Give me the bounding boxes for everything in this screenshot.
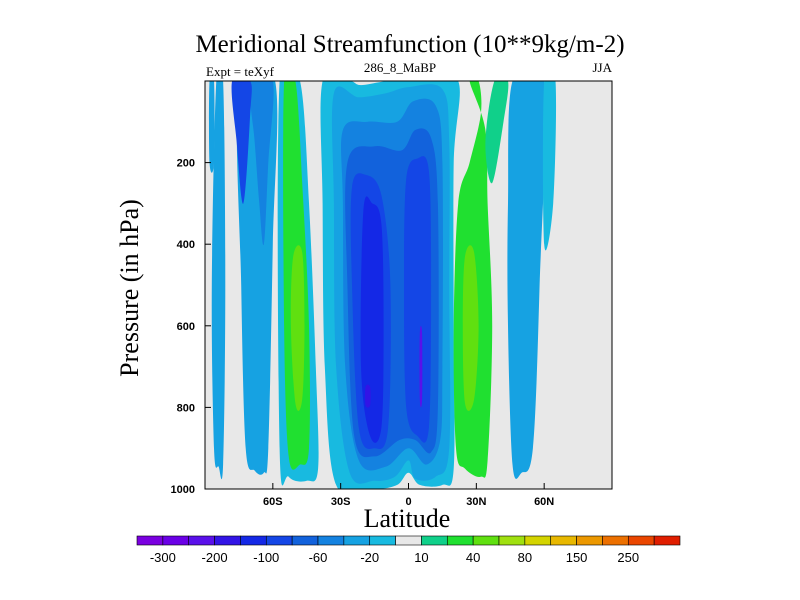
colorbar-swatch (369, 535, 396, 546)
contour-band-5c (462, 245, 479, 411)
contour-band-1 (211, 81, 226, 480)
colorbar-label: 10 (414, 550, 428, 565)
colorbar-swatch (602, 535, 629, 546)
colorbar-label: -20 (360, 550, 379, 565)
contour-band-8 (231, 81, 252, 204)
chart-title: Meridional Streamfunction (10**9kg/m-2) (195, 31, 624, 58)
colorbar-swatch (653, 535, 681, 546)
y-tick-label: 600 (177, 321, 195, 333)
colorbar-swatch (214, 535, 241, 546)
contour-fill (208, 81, 557, 489)
contour-band-6 (507, 81, 546, 479)
plot-area (204, 80, 613, 490)
y-axis-ticks: 200 400 600 800 1000 (171, 158, 211, 496)
colorbar-swatch (627, 535, 655, 546)
x-tick-label: 30S (331, 496, 351, 508)
y-axis-label: Pressure (in hPa) (115, 199, 144, 377)
y-tick-label: 1000 (171, 484, 195, 496)
y-tick-label: 800 (177, 402, 195, 414)
colorbar-swatch (576, 535, 603, 546)
contour-band-6b (542, 81, 557, 251)
x-axis-ticks: 60S 30S 0 30N 60N (263, 483, 554, 508)
colorbar-swatch (162, 535, 190, 546)
colorbar-label: 250 (617, 550, 639, 565)
colorbar-swatch (421, 535, 448, 546)
contour-band-7 (208, 81, 215, 173)
colorbar-swatch (343, 535, 371, 546)
contour-band-4h (364, 384, 371, 408)
contour-band-5b (485, 81, 509, 184)
y-tick-label: 200 (177, 158, 195, 170)
colorbar-swatch (472, 535, 500, 546)
x-tick-label: 60S (263, 496, 283, 508)
colorbar-label: -100 (253, 550, 279, 565)
y-tick-label: 400 (177, 239, 195, 251)
experiment-label: Expt = teXyf (206, 64, 275, 79)
colorbar-label: -60 (309, 550, 328, 565)
run-label: 286_8_MaBP (364, 60, 436, 75)
colorbar-swatch (524, 535, 552, 546)
contour-band-3c (290, 245, 305, 411)
contour-band-4g (360, 196, 384, 443)
colorbar: -300 -200 -100 -60 -20 10 40 80 150 250 (136, 535, 681, 565)
contour-band-4f (404, 156, 432, 443)
colorbar-swatch (550, 535, 577, 546)
colorbar-swatch (317, 535, 345, 546)
x-tick-label: 60N (534, 496, 554, 508)
colorbar-swatch (395, 535, 422, 546)
colorbar-swatch (498, 535, 526, 546)
season-label: JJA (592, 60, 612, 75)
contour-band-4i (419, 325, 423, 408)
colorbar-label: 80 (518, 550, 532, 565)
x-axis-label: Latitude (364, 504, 451, 533)
colorbar-label: -200 (202, 550, 228, 565)
x-tick-label: 0 (405, 496, 411, 508)
x-tick-label: 30N (466, 496, 486, 508)
colorbar-swatch (446, 535, 474, 546)
colorbar-swatch (291, 535, 319, 546)
colorbar-swatch (240, 535, 267, 546)
colorbar-swatch (136, 535, 164, 546)
colorbar-swatch (188, 535, 215, 546)
contour-band-2b (249, 81, 274, 246)
colorbar-label: -300 (150, 550, 176, 565)
colorbar-label: 150 (566, 550, 588, 565)
colorbar-label: 40 (466, 550, 480, 565)
colorbar-swatch (265, 535, 293, 546)
